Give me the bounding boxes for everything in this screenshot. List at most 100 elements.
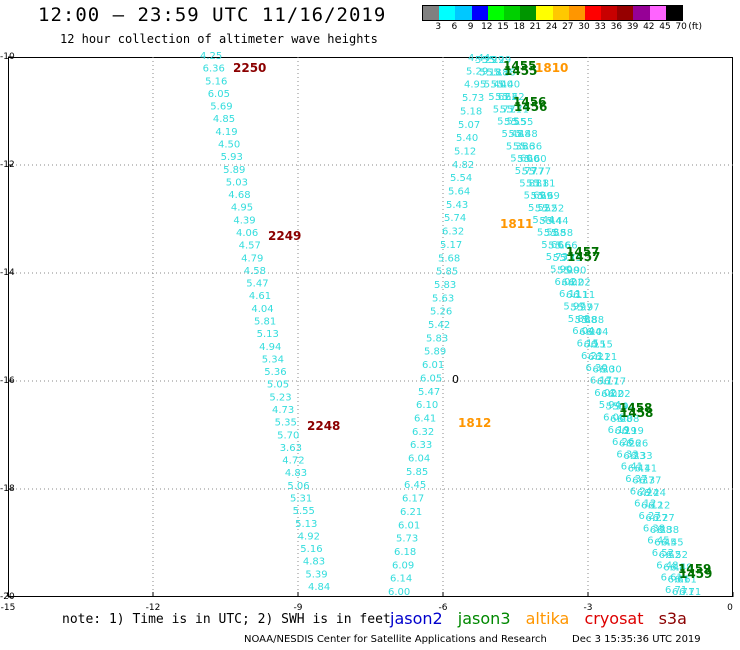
footer-credit: NOAA/NESDIS Center for Satellite Applica… (244, 634, 547, 645)
x-tick-label: 0 (727, 603, 733, 613)
scale-label: 30 (578, 22, 590, 32)
wave-height-label: 6.37 (632, 476, 654, 487)
wave-height-label: 6.12 (641, 500, 663, 511)
wave-height-label: 5.40 (498, 80, 520, 91)
wave-height-label: 5.54 (450, 173, 472, 184)
legend-jason3: jason3 (457, 609, 511, 628)
wave-height-label: 6.45 (661, 538, 683, 549)
wave-height-label: 6.11 (566, 290, 588, 301)
wave-height-label: 6.04 (572, 326, 594, 337)
wave-height-label: 5.12 (454, 147, 476, 158)
wave-height-label: 6.11 (559, 289, 581, 300)
wave-height-label: 6.00 (388, 587, 410, 598)
wave-height-label: 5.69 (531, 191, 553, 202)
wave-height-label: 5.90 (557, 265, 579, 276)
wave-height-label: 5.81 (526, 179, 548, 190)
wave-height-label: 6.71 (672, 587, 694, 598)
wave-height-label: 5.60 (510, 154, 532, 165)
wave-height-label: 6.10 (416, 400, 438, 411)
x-tick-label: -12 (145, 603, 161, 613)
wave-height-label: 5.48 (516, 129, 538, 140)
wave-height-label: 6.19 (615, 426, 637, 437)
wave-height-label: 6.33 (410, 440, 432, 451)
x-tick-label: -15 (0, 603, 16, 613)
wave-height-label: 6.48 (656, 560, 678, 571)
wave-height-label: 6.21 (581, 351, 603, 362)
wave-height-label: 5.36 (520, 142, 542, 153)
wave-height-label: 6.24 (637, 488, 659, 499)
scale-label: 6 (451, 22, 458, 32)
scale-label: 70 (675, 22, 687, 32)
wave-height-label: 4.04 (251, 304, 273, 315)
wave-height-label: 5.73 (560, 253, 582, 264)
wave-height-label: 5.18 (493, 67, 515, 78)
satellite-legend: jason2 jason3 altika cryosat s3a (390, 609, 697, 628)
wave-height-label: 5.55 (293, 506, 315, 517)
x-tick-label: -6 (438, 603, 448, 613)
wave-height-label: 6.17 (402, 494, 424, 505)
scale-unit: (ft) (688, 22, 702, 32)
wave-height-label: 6.14 (390, 574, 412, 585)
wave-height-label: 4.68 (228, 190, 250, 201)
wave-height-label: 6.08 (610, 414, 632, 425)
wave-height-label: 5.18 (486, 67, 508, 78)
y-tick-label: -12 (0, 160, 15, 170)
wave-height-label: 6.02 (562, 278, 584, 289)
scale-swatch (633, 6, 650, 20)
wave-height-label: 5.07 (458, 120, 480, 131)
x-tick-label: -3 (583, 603, 593, 613)
wave-height-label: 5.16 (300, 544, 322, 555)
scale-label: 27 (562, 22, 574, 32)
scale-swatch (439, 6, 456, 20)
wave-height-label: 5.40 (491, 80, 513, 91)
wave-height-label: 4.92 (298, 531, 320, 542)
scale-swatch (455, 6, 472, 20)
wave-height-label: 6.52 (666, 550, 688, 561)
scale-label: 36 (610, 22, 623, 32)
wave-height-label: 6.71 (679, 587, 701, 598)
y-tick-label: -20 (0, 592, 15, 602)
scale-swatch (584, 6, 602, 20)
wave-height-label: 4.73 (272, 405, 294, 416)
time-label: 1457 (567, 250, 600, 264)
wave-height-label: 6.15 (584, 340, 606, 351)
wave-height-label: 5.81 (254, 317, 276, 328)
wave-height-label: 5.13 (257, 329, 279, 340)
scale-label: 9 (467, 22, 474, 32)
wave-height-label: 6.30 (593, 364, 615, 375)
wave-height-label: 6.17 (590, 376, 612, 387)
wave-height-map[interactable]: 4.25 6.36 5.16 6.05 5.69 4.85 4.19 4.50 5.93 5.89… (7, 51, 734, 598)
wave-height-label: 4.95 (464, 80, 486, 91)
wave-height-label: 6.26 (612, 437, 634, 448)
legend-jason2: jason2 (390, 609, 443, 628)
wave-height-label: 6.02 (555, 277, 577, 288)
scale-label: 12 (481, 22, 493, 32)
wave-height-label: 4.94 (259, 342, 281, 353)
time-label: 1457 (566, 245, 599, 259)
wave-height-label: 6.08 (603, 412, 625, 423)
wave-height-label: 5.05 (267, 380, 289, 391)
page-subtitle: 12 hour collection of altimeter wave hei… (60, 32, 378, 46)
wave-height-label: 6.61 (661, 573, 683, 584)
scale-swatch (617, 6, 634, 20)
time-label: 1455 (504, 64, 537, 78)
wave-height-label: 4.25 (200, 51, 222, 62)
y-tick-label: -18 (0, 484, 15, 494)
wave-height-label: 6.45 (654, 538, 676, 549)
wave-height-label: 5.23 (269, 392, 291, 403)
x-tick-label: -9 (293, 603, 303, 613)
wave-height-label: 6.36 (203, 64, 225, 75)
wave-height-label: 6.61 (668, 575, 690, 586)
wave-height-label: 5.66 (555, 241, 577, 252)
wave-height-label: 6.01 (422, 360, 444, 371)
wave-height-label: 6.15 (577, 339, 599, 350)
wave-height-label: 5.29 (482, 55, 504, 66)
wave-height-label: 5.47 (418, 387, 440, 398)
wave-height-label: 6.24 (630, 486, 652, 497)
wave-height-label: 6.32 (412, 427, 434, 438)
wave-height-label: 6.30 (600, 364, 622, 375)
scale-swatch (487, 6, 504, 20)
wave-height-label: 5.85 (406, 467, 428, 478)
wave-height-label: 4.58 (244, 266, 266, 277)
